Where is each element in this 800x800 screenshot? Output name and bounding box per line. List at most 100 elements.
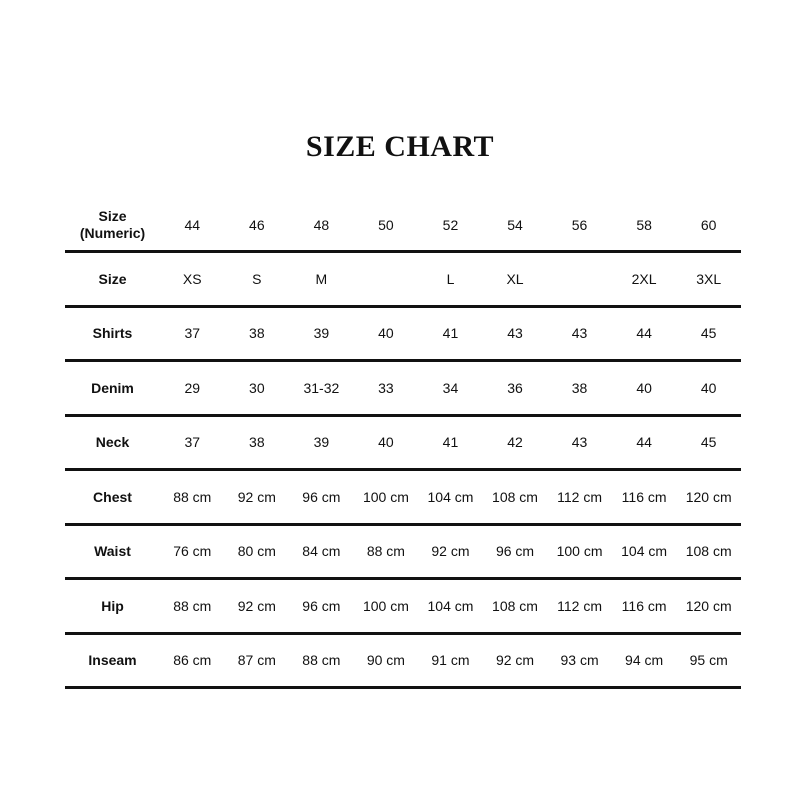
table-cell: 39 — [289, 415, 354, 471]
size-chart-table: Size (Numeric) 44 46 48 50 52 54 56 58 60 Size XS S M L… — [65, 200, 741, 689]
table-cell: 31-32 — [289, 360, 354, 417]
table-cell: 104 cm — [418, 578, 483, 635]
table-cell: 86 cm — [160, 633, 225, 689]
table-cell: 40 — [676, 360, 741, 417]
table-cell: 94 cm — [611, 633, 677, 689]
table-cell: 92 cm — [224, 578, 290, 635]
table-cell: 87 cm — [224, 633, 290, 689]
table-cell: 50 — [353, 200, 419, 253]
table-cell: 40 — [611, 360, 677, 417]
table-cell: 43 — [482, 306, 548, 362]
table-cell: 91 cm — [418, 633, 483, 689]
table-cell — [547, 251, 612, 308]
table-cell: 30 — [224, 360, 290, 417]
table-cell: 84 cm — [289, 524, 354, 580]
table-row: Chest 88 cm 92 cm 96 cm 100 cm 104 cm 108 cm 11… — [65, 469, 741, 526]
table-cell: S — [224, 251, 290, 308]
table-cell: 88 cm — [353, 524, 419, 580]
table-cell: 46 — [224, 200, 290, 253]
table-cell: 76 cm — [160, 524, 225, 580]
table-cell: 41 — [418, 415, 483, 471]
table-cell: 95 cm — [676, 633, 741, 689]
table-cell: 100 cm — [353, 469, 419, 526]
table-cell: 2XL — [611, 251, 677, 308]
table-cell: 92 cm — [224, 469, 290, 526]
table-cell: 44 — [611, 306, 677, 362]
table-cell: 112 cm — [547, 578, 612, 635]
table-cell: L — [418, 251, 483, 308]
table-cell: 96 cm — [289, 578, 354, 635]
table-cell: 96 cm — [289, 469, 354, 526]
row-label: Size (Numeric) — [65, 200, 160, 253]
table-cell: 37 — [160, 415, 225, 471]
table-cell: 56 — [547, 200, 612, 253]
table-cell: 100 cm — [547, 524, 612, 580]
table-cell: 120 cm — [676, 469, 741, 526]
header-row: Size (Numeric) 44 46 48 50 52 54 56 58 60 — [65, 200, 741, 253]
table-cell: 37 — [160, 306, 225, 362]
table-cell: 52 — [418, 200, 483, 253]
table-cell: M — [289, 251, 354, 308]
row-label: Chest — [65, 469, 160, 526]
page-title: SIZE CHART — [305, 130, 495, 163]
table-cell: 116 cm — [611, 469, 677, 526]
table-cell: 108 cm — [482, 578, 548, 635]
table-cell: 104 cm — [418, 469, 483, 526]
row-label: Hip — [65, 578, 160, 635]
table-cell: 90 cm — [353, 633, 419, 689]
table-row: Waist 76 cm 80 cm 84 cm 88 cm 92 cm 96 cm 100 c… — [65, 524, 741, 580]
table-row: Neck 37 38 39 40 41 42 43 44 45 — [65, 415, 741, 471]
row-label: Waist — [65, 524, 160, 580]
table-cell: 42 — [482, 415, 548, 471]
table-cell: 34 — [418, 360, 483, 417]
table-cell: 88 cm — [160, 469, 225, 526]
table-cell: 45 — [676, 306, 741, 362]
table-row: Hip 88 cm 92 cm 96 cm 100 cm 104 cm 108 cm 112 … — [65, 578, 741, 635]
table-cell: 43 — [547, 306, 612, 362]
table-cell: 54 — [482, 200, 548, 253]
table-cell: 44 — [611, 415, 677, 471]
table-row: Size XS S M L XL 2XL 3XL — [65, 251, 741, 308]
table-cell: 3XL — [676, 251, 741, 308]
table-cell — [353, 251, 419, 308]
table-cell: 92 cm — [482, 633, 548, 689]
table-cell: 38 — [547, 360, 612, 417]
row-label: Size — [65, 251, 160, 308]
table-cell: 60 — [676, 200, 741, 253]
table-cell: 45 — [676, 415, 741, 471]
table-row: Denim 29 30 31-32 33 34 36 38 40 40 — [65, 360, 741, 417]
table-cell: 40 — [353, 415, 419, 471]
table-cell: 93 cm — [547, 633, 612, 689]
table-cell: 40 — [353, 306, 419, 362]
table-cell: 39 — [289, 306, 354, 362]
table-cell: 80 cm — [224, 524, 290, 580]
table-row: Shirts 37 38 39 40 41 43 43 44 45 — [65, 306, 741, 362]
table-cell: 36 — [482, 360, 548, 417]
table-row: Inseam 86 cm 87 cm 88 cm 90 cm 91 cm 92 cm 93 c… — [65, 633, 741, 689]
row-label: Denim — [65, 360, 160, 417]
table-cell: 108 cm — [482, 469, 548, 526]
table-cell: 88 cm — [289, 633, 354, 689]
table-cell: 48 — [289, 200, 354, 253]
table-cell: XL — [482, 251, 548, 308]
row-label: Neck — [65, 415, 160, 471]
row-label: Inseam — [65, 633, 160, 689]
table-cell: 38 — [224, 306, 290, 362]
table-cell: 88 cm — [160, 578, 225, 635]
table-cell: 58 — [611, 200, 677, 253]
table-cell: 116 cm — [611, 578, 677, 635]
table-cell: 92 cm — [418, 524, 483, 580]
table-cell: 43 — [547, 415, 612, 471]
row-label: Shirts — [65, 306, 160, 362]
table-cell: 104 cm — [611, 524, 677, 580]
table-cell: 29 — [160, 360, 225, 417]
table-cell: 100 cm — [353, 578, 419, 635]
table-cell: 112 cm — [547, 469, 612, 526]
table-cell: XS — [160, 251, 225, 308]
table-cell: 38 — [224, 415, 290, 471]
table-cell: 44 — [160, 200, 225, 253]
table-cell: 96 cm — [482, 524, 548, 580]
table-cell: 41 — [418, 306, 483, 362]
table-cell: 108 cm — [676, 524, 741, 580]
table-cell: 120 cm — [676, 578, 741, 635]
